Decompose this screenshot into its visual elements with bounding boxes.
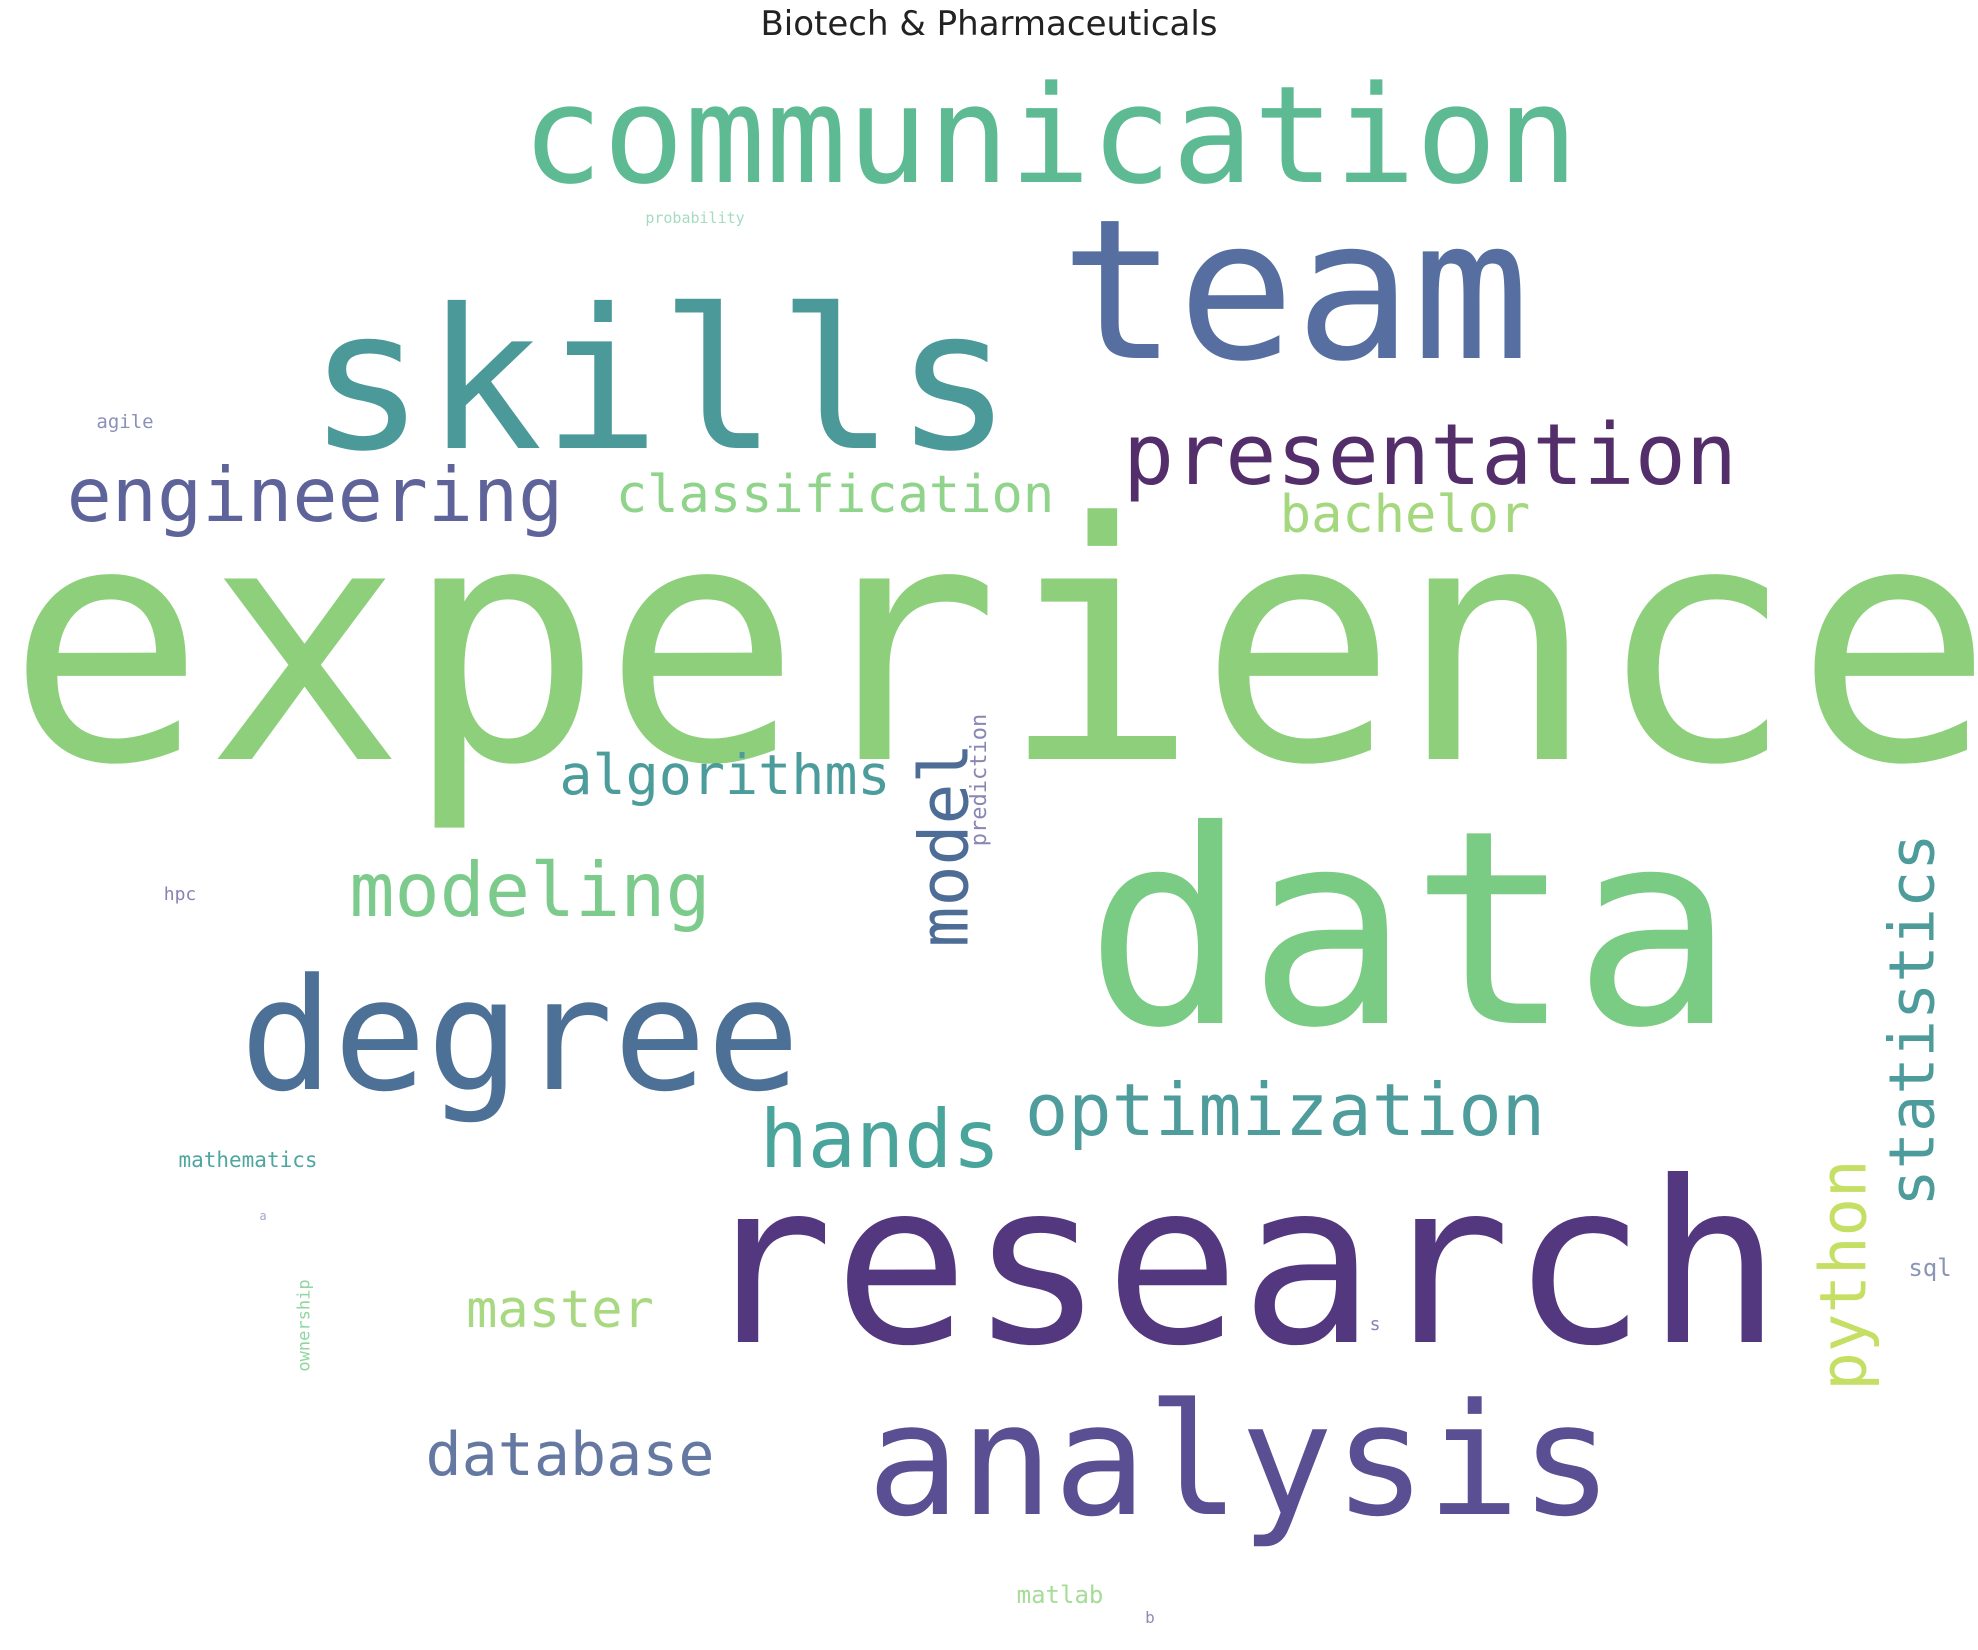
word-engineering: engineering <box>66 450 564 539</box>
word-research: research <box>698 1133 1782 1396</box>
word-a: a <box>259 1209 267 1223</box>
chart-title: Biotech & Pharmaceuticals <box>760 4 1218 44</box>
word-modeling: modeling <box>349 845 711 934</box>
word-optimization: optimization <box>1024 1068 1546 1152</box>
word-matlab: matlab <box>1016 1581 1104 1609</box>
word-bachelor: bachelor <box>1279 485 1531 545</box>
word-data: data <box>1084 772 1736 1087</box>
word-prediction: prediction <box>966 713 992 847</box>
word-hands: hands <box>759 1093 1001 1186</box>
word-master: master <box>466 1280 654 1340</box>
word-agile: agile <box>96 410 154 433</box>
word-analysis: analysis <box>866 1369 1614 1551</box>
word-algorithms: algorithms <box>559 742 891 807</box>
word-sql: sql <box>1908 1254 1952 1282</box>
word-experience: experience <box>6 453 1978 837</box>
word-mathematics: mathematics <box>178 1147 318 1172</box>
word-python: python <box>1808 1159 1882 1391</box>
word-classification: classification <box>615 465 1055 525</box>
word-skills: skills <box>307 266 1013 494</box>
word-b: b <box>1145 1608 1155 1627</box>
word-hpc: hpc <box>163 884 197 905</box>
word-communication: communication <box>521 56 1579 214</box>
word-presentation: presentation <box>1122 405 1738 505</box>
word-statistics: statistics <box>1876 833 1949 1207</box>
word-database: database <box>425 1420 715 1490</box>
word-ownership: ownership <box>294 1278 315 1372</box>
word-team: team <box>1060 176 1530 404</box>
word-degree: degree <box>240 944 800 1126</box>
word-s: s <box>1369 1314 1381 1335</box>
word-probability: probability <box>645 208 745 227</box>
